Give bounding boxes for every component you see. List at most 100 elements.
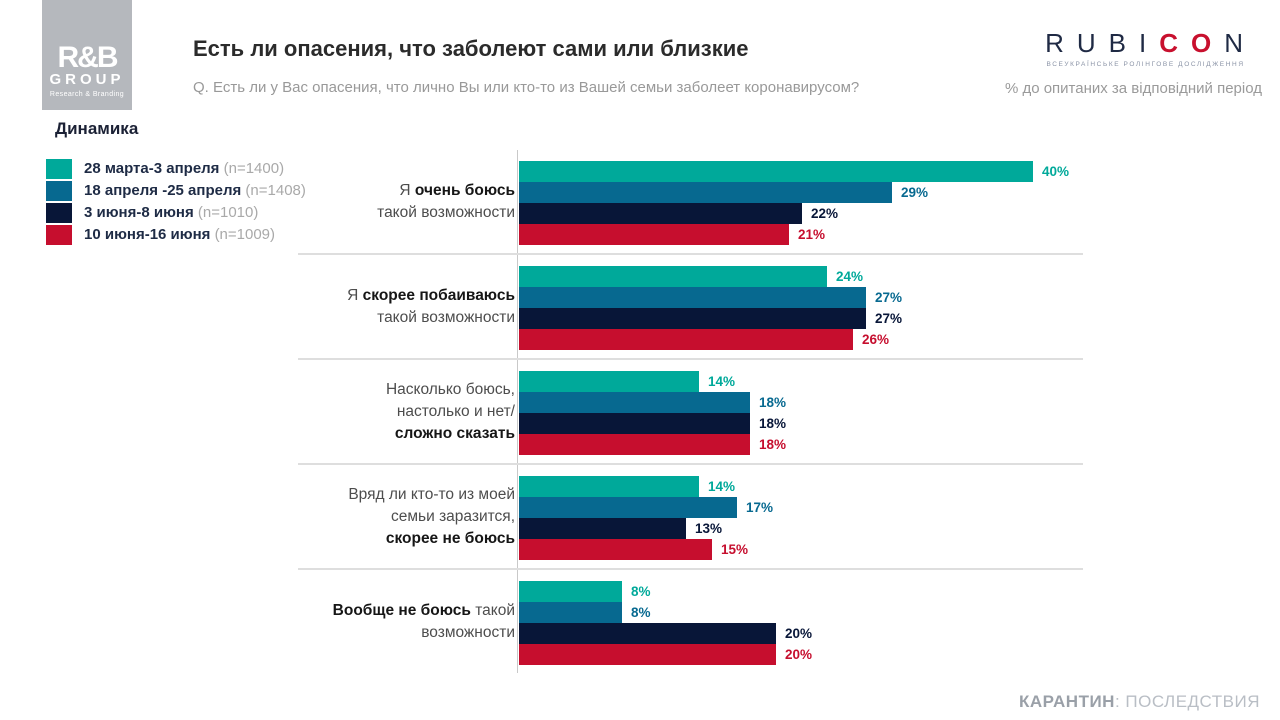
bar-group: 40% 29% 22% 21%	[519, 161, 1069, 245]
row-separator	[298, 253, 1083, 255]
logo-subtitle-text: Research & Branding	[49, 91, 125, 98]
bar-value: 18%	[759, 395, 787, 410]
bar	[519, 434, 750, 455]
bar	[519, 266, 827, 287]
bar-line: 14%	[519, 371, 786, 392]
bar-value: 26%	[862, 332, 890, 347]
bar-value: 8%	[631, 584, 651, 599]
logo-rnb-text: R&B	[57, 41, 119, 74]
category-label: Я скорее побаиваюсь такой возможности	[347, 286, 515, 326]
legend-swatch	[46, 180, 72, 201]
bar-value: 20%	[785, 647, 813, 662]
bar-value: 27%	[875, 311, 903, 326]
bar	[519, 287, 866, 308]
bar	[519, 518, 686, 539]
bar-value: 15%	[721, 542, 749, 557]
grouped-bar-chart: 28 марта-3 апреля (n=1400) 18 апреля -25 …	[0, 150, 1280, 675]
bar	[519, 308, 866, 329]
bar-line: 29%	[519, 182, 1069, 203]
rubicon-tagline: ВСЕУКРАЇНСЬКЕ РОЛІНГОВЕ ДОСЛІДЖЕННЯ	[1046, 61, 1245, 68]
bar-line: 40%	[519, 161, 1069, 182]
bar-value: 29%	[901, 185, 929, 200]
bar-line: 21%	[519, 224, 1069, 245]
page-title: Есть ли опасения, что заболеют сами или …	[193, 36, 749, 61]
bar	[519, 539, 712, 560]
bar-line: 8%	[519, 602, 812, 623]
bar-line: 26%	[519, 329, 902, 350]
category-label: Вообще не боюсь такой возможности	[332, 601, 515, 641]
legend-item: 10 июня-16 июня (n=1009)	[46, 224, 306, 245]
bar-line: 27%	[519, 308, 902, 329]
bar	[519, 497, 737, 518]
bar-value: 40%	[1042, 164, 1070, 179]
row-separator	[298, 463, 1083, 465]
footer-rest: : ПОСЛЕДСТВИЯ	[1114, 692, 1260, 711]
bar-value: 27%	[875, 290, 903, 305]
legend-swatch	[46, 158, 72, 179]
bar	[519, 644, 776, 665]
row-separator	[298, 358, 1083, 360]
bar	[519, 392, 750, 413]
legend-label: 3 июня-8 июня (n=1010)	[84, 204, 259, 221]
bar-value: 14%	[708, 479, 736, 494]
bar-value: 14%	[708, 374, 736, 389]
bar	[519, 413, 750, 434]
bar	[519, 602, 622, 623]
legend-item: 3 июня-8 июня (n=1010)	[46, 202, 306, 223]
bar	[519, 476, 699, 497]
legend-sample-size: (n=1010)	[197, 204, 259, 221]
bar	[519, 371, 699, 392]
rnb-group-logo: R&B GROUP Research & Branding	[42, 0, 132, 110]
bar-value: 20%	[785, 626, 813, 641]
bar-line: 24%	[519, 266, 902, 287]
legend: 28 марта-3 апреля (n=1400) 18 апреля -25 …	[46, 158, 306, 246]
category-label: Вряд ли кто-то из моей семьи заразится, ск…	[348, 485, 515, 547]
bar-line: 27%	[519, 287, 902, 308]
rubicon-logo: RUBICON ВСЕУКРАЇНСЬКЕ РОЛІНГОВЕ ДОСЛІДЖЕ…	[1045, 28, 1256, 68]
bar-value: 18%	[759, 437, 787, 452]
chart-row: Вряд ли кто-то из моей семьи заразится, ск…	[0, 465, 1280, 570]
footer-bold: КАРАНТИН	[1019, 692, 1115, 711]
legend-item: 18 апреля -25 апреля (n=1408)	[46, 180, 306, 201]
chart-row: Я скорее побаиваюсь такой возможности 24% 2…	[0, 255, 1280, 360]
bar-value: 21%	[798, 227, 826, 242]
bar-line: 14%	[519, 476, 773, 497]
bar-value: 17%	[746, 500, 774, 515]
bar-line: 22%	[519, 203, 1069, 224]
bar-line: 20%	[519, 644, 812, 665]
legend-label: 28 марта-3 апреля (n=1400)	[84, 160, 285, 177]
bar	[519, 329, 853, 350]
bar-line: 8%	[519, 581, 812, 602]
bar-value: 8%	[631, 605, 651, 620]
legend-sample-size: (n=1009)	[214, 226, 276, 243]
unit-note: % до опитаних за відповідний період	[1004, 80, 1262, 97]
bar	[519, 581, 622, 602]
bar	[519, 623, 776, 644]
bar-value: 24%	[836, 269, 864, 284]
bar-line: 18%	[519, 392, 786, 413]
legend-label: 10 июня-16 июня (n=1009)	[84, 226, 276, 243]
bar	[519, 182, 892, 203]
rubicon-part1: RUBI	[1045, 28, 1160, 58]
chart-row: Насколько боюсь, настолько и нет/сложно с…	[0, 360, 1280, 465]
bar-line: 20%	[519, 623, 812, 644]
rubicon-part2: CO	[1159, 28, 1225, 58]
footer-series-title: КАРАНТИН: ПОСЛЕДСТВИЯ	[1019, 692, 1260, 712]
bar-group: 14% 18% 18% 18%	[519, 371, 786, 455]
legend-sample-size: (n=1408)	[245, 182, 306, 199]
bar-value: 22%	[811, 206, 839, 221]
survey-question: Q. Есть ли у Вас опасения, что лично Вы …	[193, 79, 860, 96]
rubicon-part3: N	[1224, 28, 1256, 58]
bar-line: 13%	[519, 518, 773, 539]
bar-line: 15%	[519, 539, 773, 560]
category-label: Насколько боюсь, настолько и нет/сложно с…	[385, 380, 515, 442]
legend-swatch	[46, 202, 72, 223]
axis-baseline	[517, 150, 518, 673]
legend-swatch	[46, 224, 72, 245]
bar-line: 18%	[519, 413, 786, 434]
rubicon-wordmark: RUBICON	[1045, 28, 1256, 59]
bar-group: 24% 27% 27% 26%	[519, 266, 902, 350]
chart-row: Я очень боюсь такой возможности 40% 29% 22% 2…	[0, 150, 1280, 255]
bar-group: 14% 17% 13% 15%	[519, 476, 773, 560]
legend-sample-size: (n=1400)	[223, 160, 285, 177]
